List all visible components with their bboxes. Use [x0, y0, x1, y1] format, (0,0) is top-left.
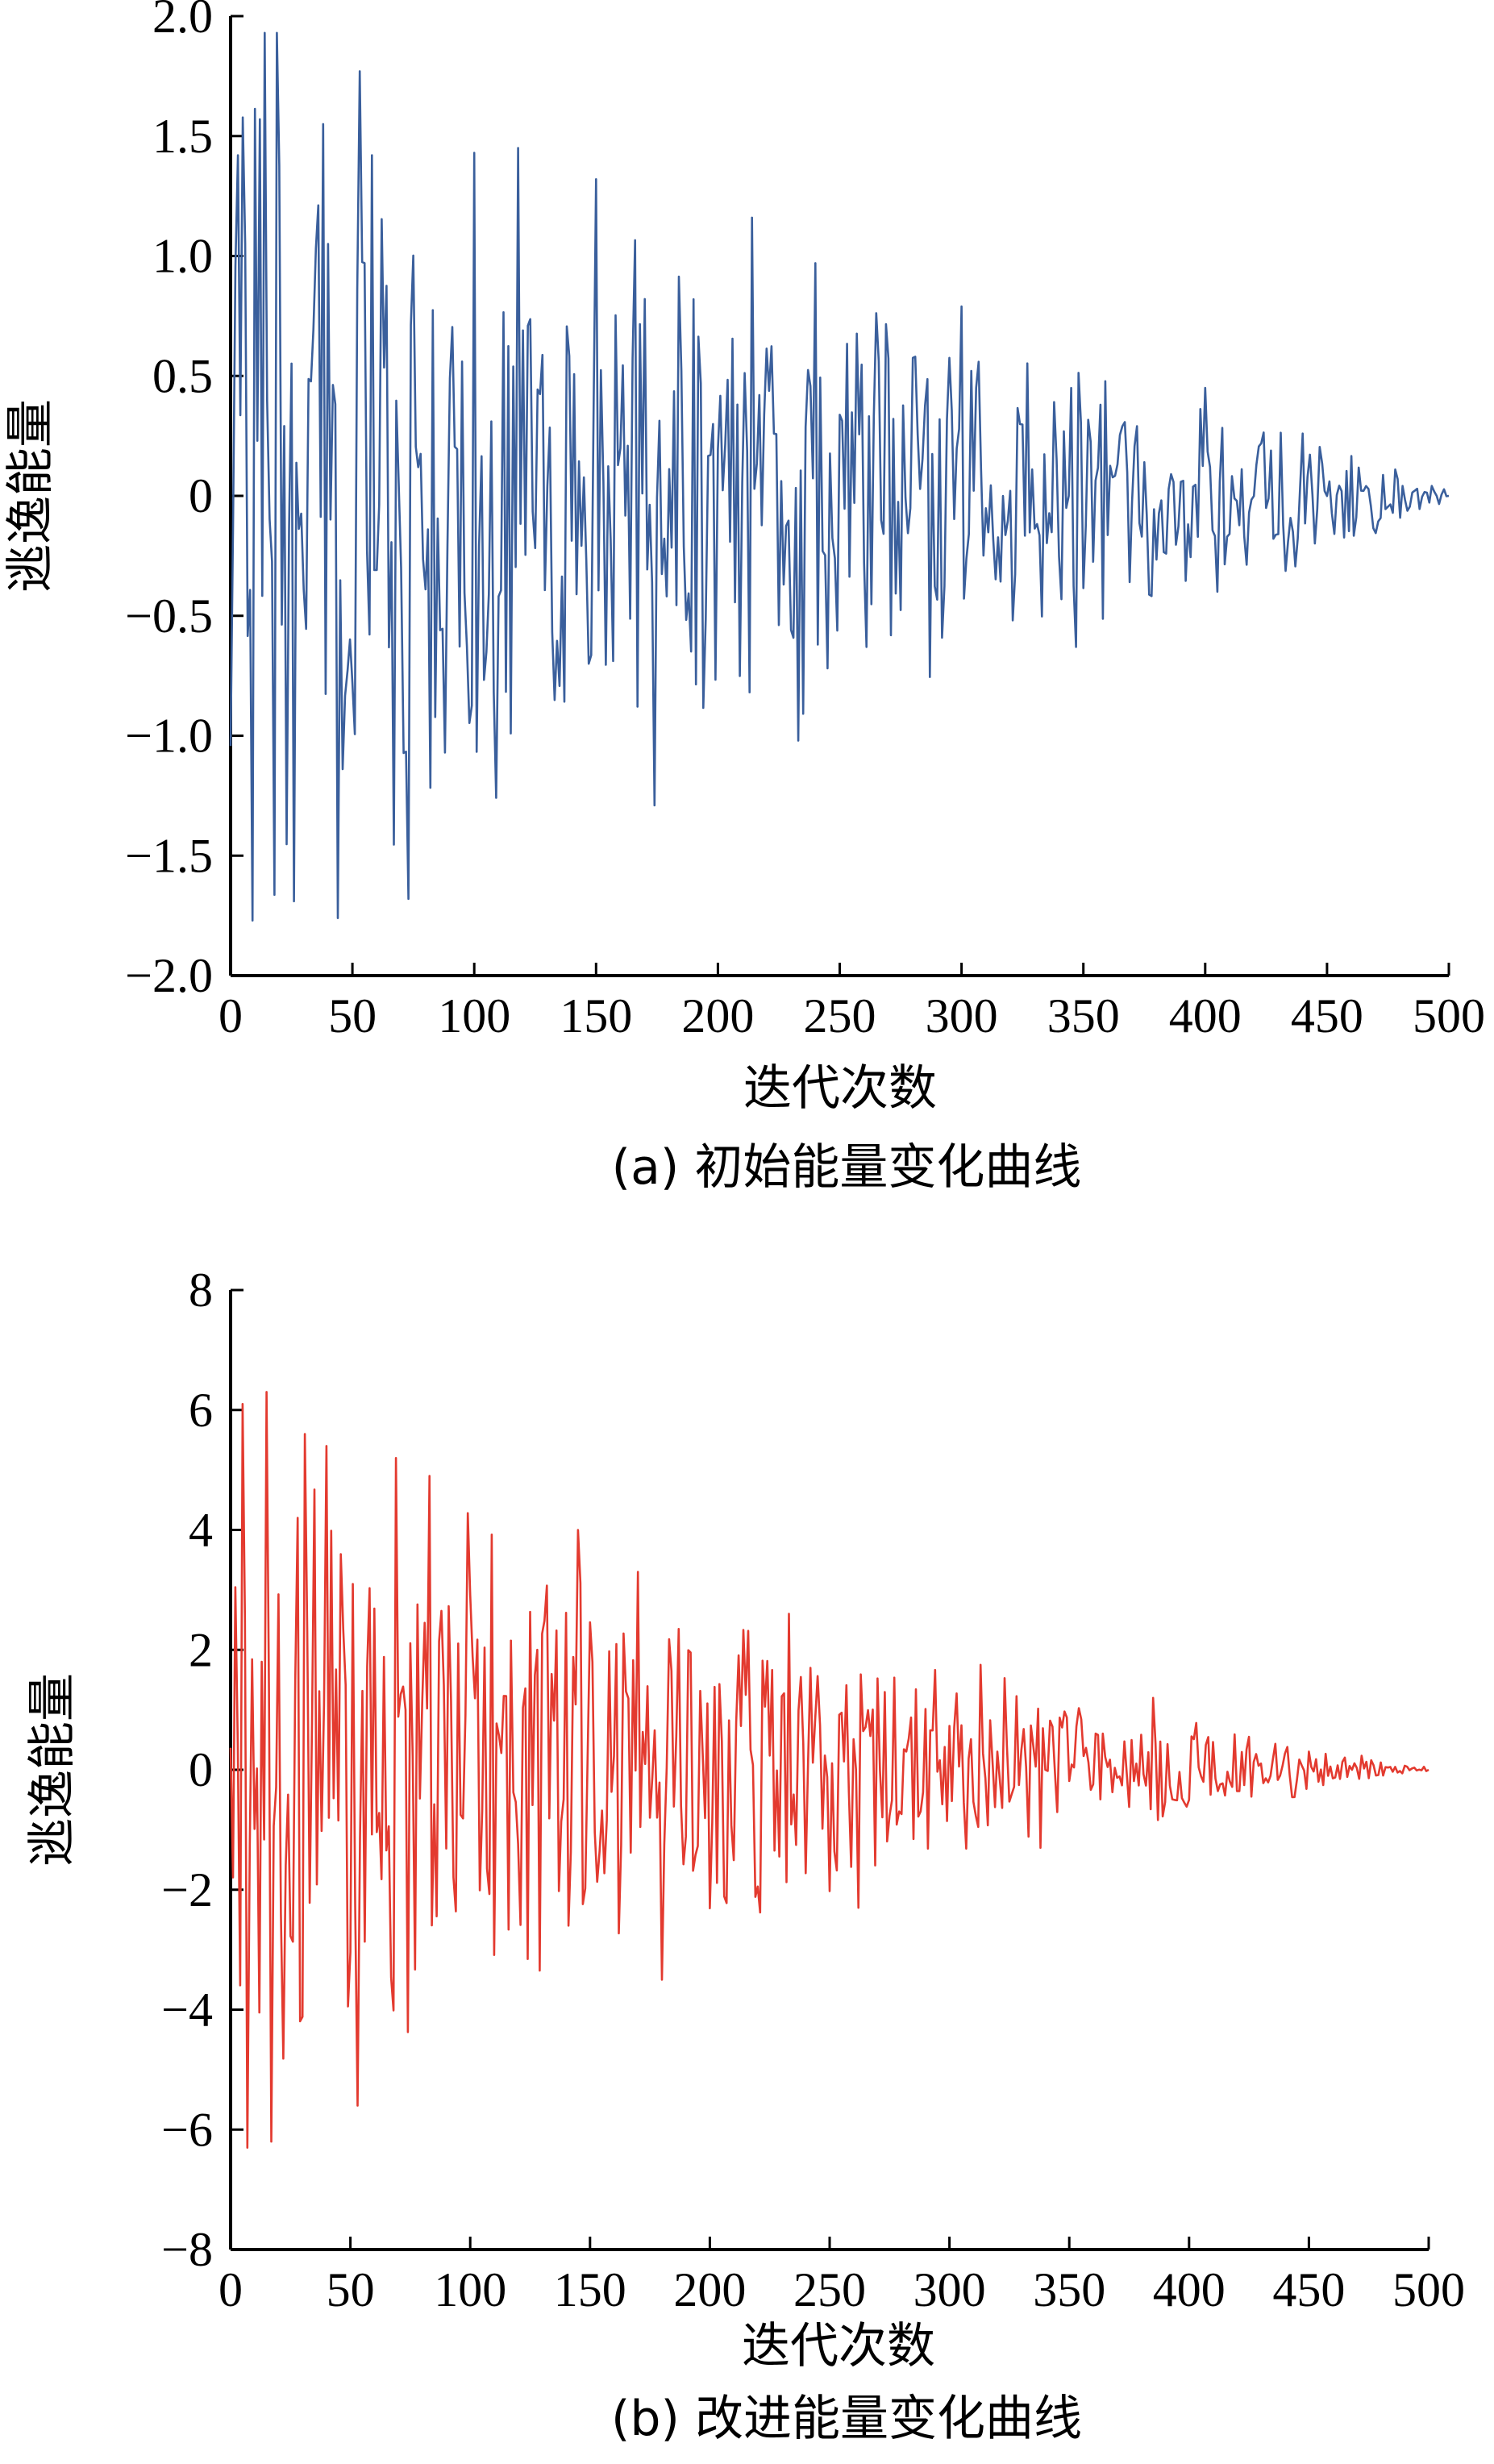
x-tick-label: 500	[1413, 989, 1485, 1043]
x-tick-label: 0	[218, 2263, 243, 2316]
x-tick-label: 450	[1272, 2263, 1345, 2316]
y-tick-label: 2.0	[152, 0, 213, 43]
chart-panel-a: 2.0 1.5 1.0 0.5 0 −0.5 −1.0 −1.5 −2.0 0 50 100 150 2…	[2, 0, 1485, 1196]
y-axis-title: 逃逸能量	[2, 399, 59, 593]
y-tick-label: 6	[189, 1384, 213, 1437]
x-tick-label: 450	[1291, 989, 1363, 1043]
y-tick-label: −2.0	[125, 949, 213, 1002]
x-tick-label: 100	[438, 989, 510, 1043]
y-tick-label: 1.5	[152, 110, 213, 163]
x-tick-label: 300	[926, 989, 998, 1043]
x-tick-label: 200	[673, 2263, 746, 2316]
y-tick-label: −6	[161, 2103, 213, 2156]
x-tick-label: 500	[1392, 2263, 1465, 2316]
x-tick-label: 350	[1033, 2263, 1105, 2316]
y-axis-title: 逃逸能量	[24, 1673, 81, 1867]
x-axis-title: 迭代次数	[743, 1060, 937, 1117]
x-tick-label: 50	[327, 2263, 375, 2316]
x-tick-label: 150	[554, 2263, 626, 2316]
y-tick-label: −1.5	[125, 829, 213, 882]
x-tick-label: 50	[328, 989, 377, 1043]
x-tick-label: 400	[1169, 989, 1242, 1043]
y-tick-label: 1.0	[152, 230, 213, 283]
y-tick-label: 8	[189, 1263, 213, 1317]
y-tick-label: −4	[161, 1983, 213, 2037]
x-tick-label: 100	[434, 2263, 506, 2316]
series-group	[229, 1391, 1429, 2149]
x-tick-label: 200	[681, 989, 754, 1043]
series-line-energy	[229, 1391, 1429, 2149]
x-tick-group: 0 50 100 150 200 250 300 350 400 450 500	[218, 963, 1485, 1043]
y-tick-label: 0.5	[152, 349, 213, 402]
y-tick-label: 0	[189, 1743, 213, 1796]
y-tick-label: −8	[161, 2223, 213, 2276]
x-tick-group: 0 50 100 150 200 250 300 350 400 450 500	[218, 2237, 1465, 2316]
panel-caption-a: (a) 初始能量变化曲线	[612, 1139, 1082, 1196]
x-tick-label: 0	[218, 989, 243, 1043]
y-tick-group: 2.0 1.5 1.0 0.5 0 −0.5 −1.0 −1.5 −2.0	[125, 0, 243, 1002]
series-group	[229, 31, 1450, 922]
y-tick-label: 2	[189, 1623, 213, 1676]
y-tick-label: −1.0	[125, 710, 213, 763]
y-tick-label: 0	[189, 469, 213, 522]
y-tick-label: −0.5	[125, 589, 213, 643]
x-tick-label: 150	[560, 989, 632, 1043]
x-tick-label: 250	[793, 2263, 866, 2316]
x-tick-label: 350	[1047, 989, 1120, 1043]
chart-panel-b: 8 6 4 2 0 −2 −4 −6 −8 0 50 100 150 200 250 300 350 400 45…	[24, 1263, 1465, 2447]
y-tick-label: 4	[189, 1504, 213, 1557]
x-tick-label: 250	[804, 989, 876, 1043]
x-tick-label: 300	[913, 2263, 986, 2316]
y-tick-label: −2	[161, 1863, 213, 1917]
y-tick-group: 8 6 4 2 0 −2 −4 −6 −8	[161, 1263, 243, 2276]
x-tick-label: 400	[1153, 2263, 1226, 2316]
series-line-energy	[229, 31, 1450, 922]
panel-caption-b: (b) 改进能量变化曲线	[611, 2391, 1082, 2447]
x-axis-title: 迭代次数	[742, 2318, 935, 2375]
